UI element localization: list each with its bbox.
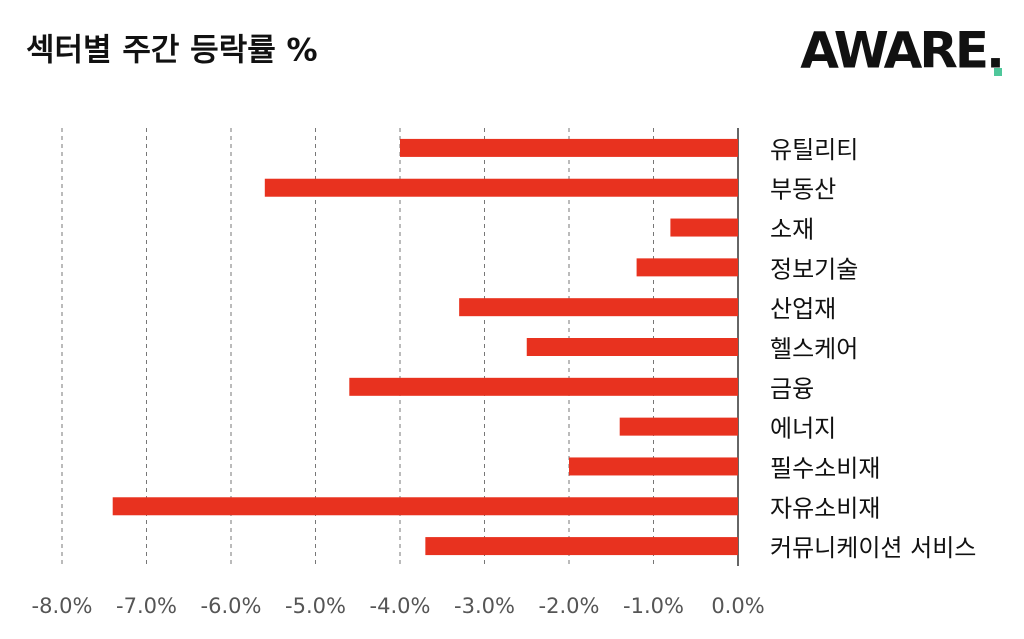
x-tick-label: -8.0% [32,594,93,618]
y-tick-label: 유틸리티 [770,136,858,164]
bar [636,258,738,277]
y-tick-label: 헬스케어 [770,335,858,363]
logo-dot [994,68,1002,76]
x-tick-label: -2.0% [539,594,600,618]
x-tick-label: -4.0% [370,594,431,618]
x-tick-label: 0.0% [711,594,764,618]
bar [112,497,738,516]
x-tick-label: -6.0% [201,594,262,618]
y-tick-label: 에너지 [770,415,836,443]
y-tick-label: 부동산 [770,176,836,204]
chart-title: 섹터별 주간 등락률 % [26,33,318,69]
bar [459,298,738,317]
bar [619,417,738,436]
logo: AWARE. [800,22,1002,80]
x-tick-label: -3.0% [454,594,515,618]
y-tick-label: 정보기술 [770,255,858,283]
bar [569,457,738,476]
x-tick-label: -1.0% [623,594,684,618]
y-tick-label: 산업재 [770,295,836,323]
bar [400,138,738,157]
y-tick-label: 자유소비재 [770,494,880,522]
y-tick-label: 소재 [770,216,814,244]
bar [670,218,738,237]
y-tick-label: 커뮤니케이션 서비스 [770,534,976,562]
x-tick-label: -7.0% [116,594,177,618]
y-tick-label: 필수소비재 [770,454,880,482]
bar [349,377,738,396]
bar [425,537,738,556]
y-tick-label: 금융 [770,375,814,403]
bar [264,178,738,197]
x-tick-label: -5.0% [285,594,346,618]
bar [526,338,738,356]
